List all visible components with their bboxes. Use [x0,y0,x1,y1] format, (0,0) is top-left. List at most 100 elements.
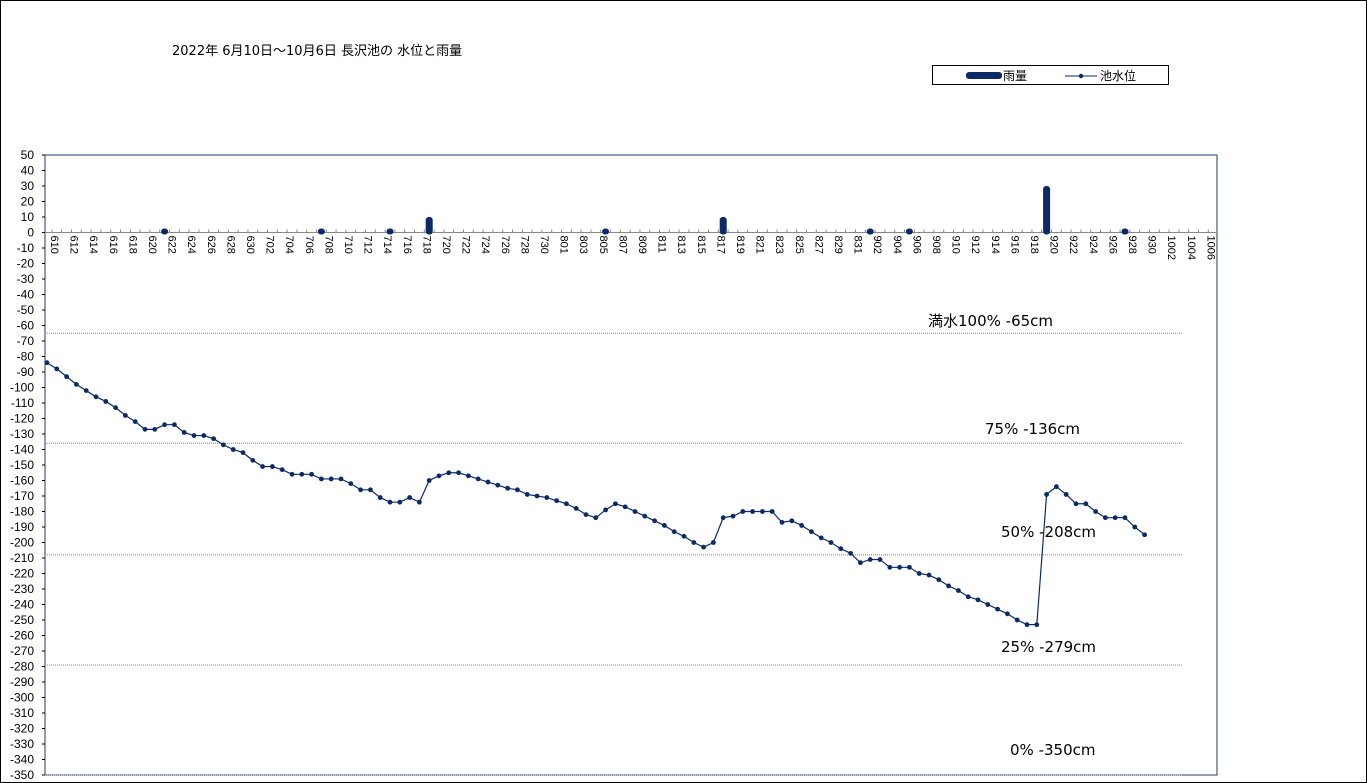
water-level-point [583,512,589,517]
y-tick-label: -80 [17,350,35,364]
x-tick-label: 920 [1048,236,1060,254]
water-level-point [926,572,932,578]
water-level-point [779,519,785,525]
x-tick-label: 823 [773,236,785,254]
rain-bar [1121,228,1129,235]
water-level-line [46,362,1145,626]
water-level-point [319,476,324,482]
water-level-point [64,374,69,380]
y-tick-label: -110 [11,396,34,410]
y-tick-label: -250 [10,613,34,627]
y-tick-label: -130 [10,427,34,441]
y-tick-label: -150 [10,458,34,472]
x-tick-label: 622 [166,236,178,254]
water-level-point [172,422,177,428]
x-tick-label: 718 [420,236,432,254]
water-level-point [289,471,295,477]
water-level-point [113,405,118,411]
water-level-point [867,557,873,562]
water-level-point [368,487,373,493]
water-level-point [1024,622,1030,628]
water-level-point [1112,515,1118,521]
water-level-point [103,399,109,404]
water-level-point [181,430,187,435]
x-tick-label: 906 [910,236,922,254]
water-level-point [662,523,667,528]
y-tick-label: 50 [21,148,35,162]
water-level-point [593,515,599,521]
legend: 雨量 池水位 [932,65,1169,85]
rain-bar [425,217,433,235]
water-level-point [387,499,393,505]
x-tick-label: 922 [1067,236,1079,254]
water-level-point [622,504,628,510]
water-level-point [995,606,1000,612]
rain-bar [719,217,727,235]
x-tick-label: 1006 [1204,236,1216,260]
x-tick-label: 831 [852,236,864,254]
water-level-point [377,495,383,500]
water-level-point [887,564,893,570]
y-tick-label: -210 [10,551,34,565]
x-tick-label: 624 [185,236,197,254]
water-level-point [897,564,902,570]
water-level-point [1142,532,1147,538]
water-level-point [701,544,706,550]
water-level-point [1103,515,1108,521]
water-level-point [250,457,256,463]
y-tick-label: 40 [21,164,35,178]
y-tick-label: -240 [10,598,34,612]
y-tick-label: -330 [10,737,34,751]
water-level-point [858,560,863,566]
y-tick-label: -30 [17,272,35,286]
water-level-point [1014,617,1020,623]
x-tick-label: 815 [695,236,707,254]
x-tick-label: 821 [754,236,766,254]
x-tick-label: 708 [322,236,334,254]
water-level-point [211,436,217,442]
y-tick-label: -40 [17,288,35,302]
x-tick-label: 724 [479,236,491,254]
water-level-point [328,476,334,482]
water-level-point [505,485,510,491]
water-level-point [818,535,824,541]
y-tick-label: -350 [10,768,34,782]
y-tick-label: -140 [10,443,34,457]
water-level-point [681,533,687,539]
x-tick-label: 902 [871,236,883,254]
water-level-point [132,419,138,424]
water-level-point [691,540,697,545]
water-level-point [515,487,520,493]
water-level-point [838,546,844,552]
x-tick-label: 1004 [1185,236,1197,260]
water-level-point [799,523,804,528]
x-tick-label: 702 [264,236,276,254]
x-tick-label: 614 [87,236,99,254]
y-tick-label: -200 [10,536,34,550]
x-tick-label: 930 [1146,236,1158,254]
rain-bar [317,228,325,235]
y-tick-label: 10 [21,210,35,224]
y-tick-label: -90 [17,365,35,379]
y-tick-label: -220 [10,567,34,581]
y-tick-label: -260 [10,629,34,643]
y-tick-label: -50 [17,303,35,317]
y-tick-label: 30 [21,179,35,193]
water-level-point [613,501,618,507]
x-tick-label: 716 [401,236,413,254]
x-tick-label: 730 [538,236,550,254]
water-level-point [279,467,285,473]
x-tick-label: 825 [793,236,805,254]
x-tick-label: 809 [636,236,648,254]
water-level-point [848,550,853,556]
x-tick-label: 807 [616,236,628,254]
water-level-point [123,413,128,418]
water-level-point [456,470,461,476]
x-tick-label: 706 [303,236,315,254]
chart-title: 2022年 6月10日～10月6日 長沢池の 水位と雨量 [172,44,463,59]
legend-item-level: 池水位 [1065,67,1136,84]
water-level-point [338,476,344,482]
water-level-point [162,422,168,428]
x-tick-label: 805 [597,236,609,254]
water-level-point [466,473,471,479]
